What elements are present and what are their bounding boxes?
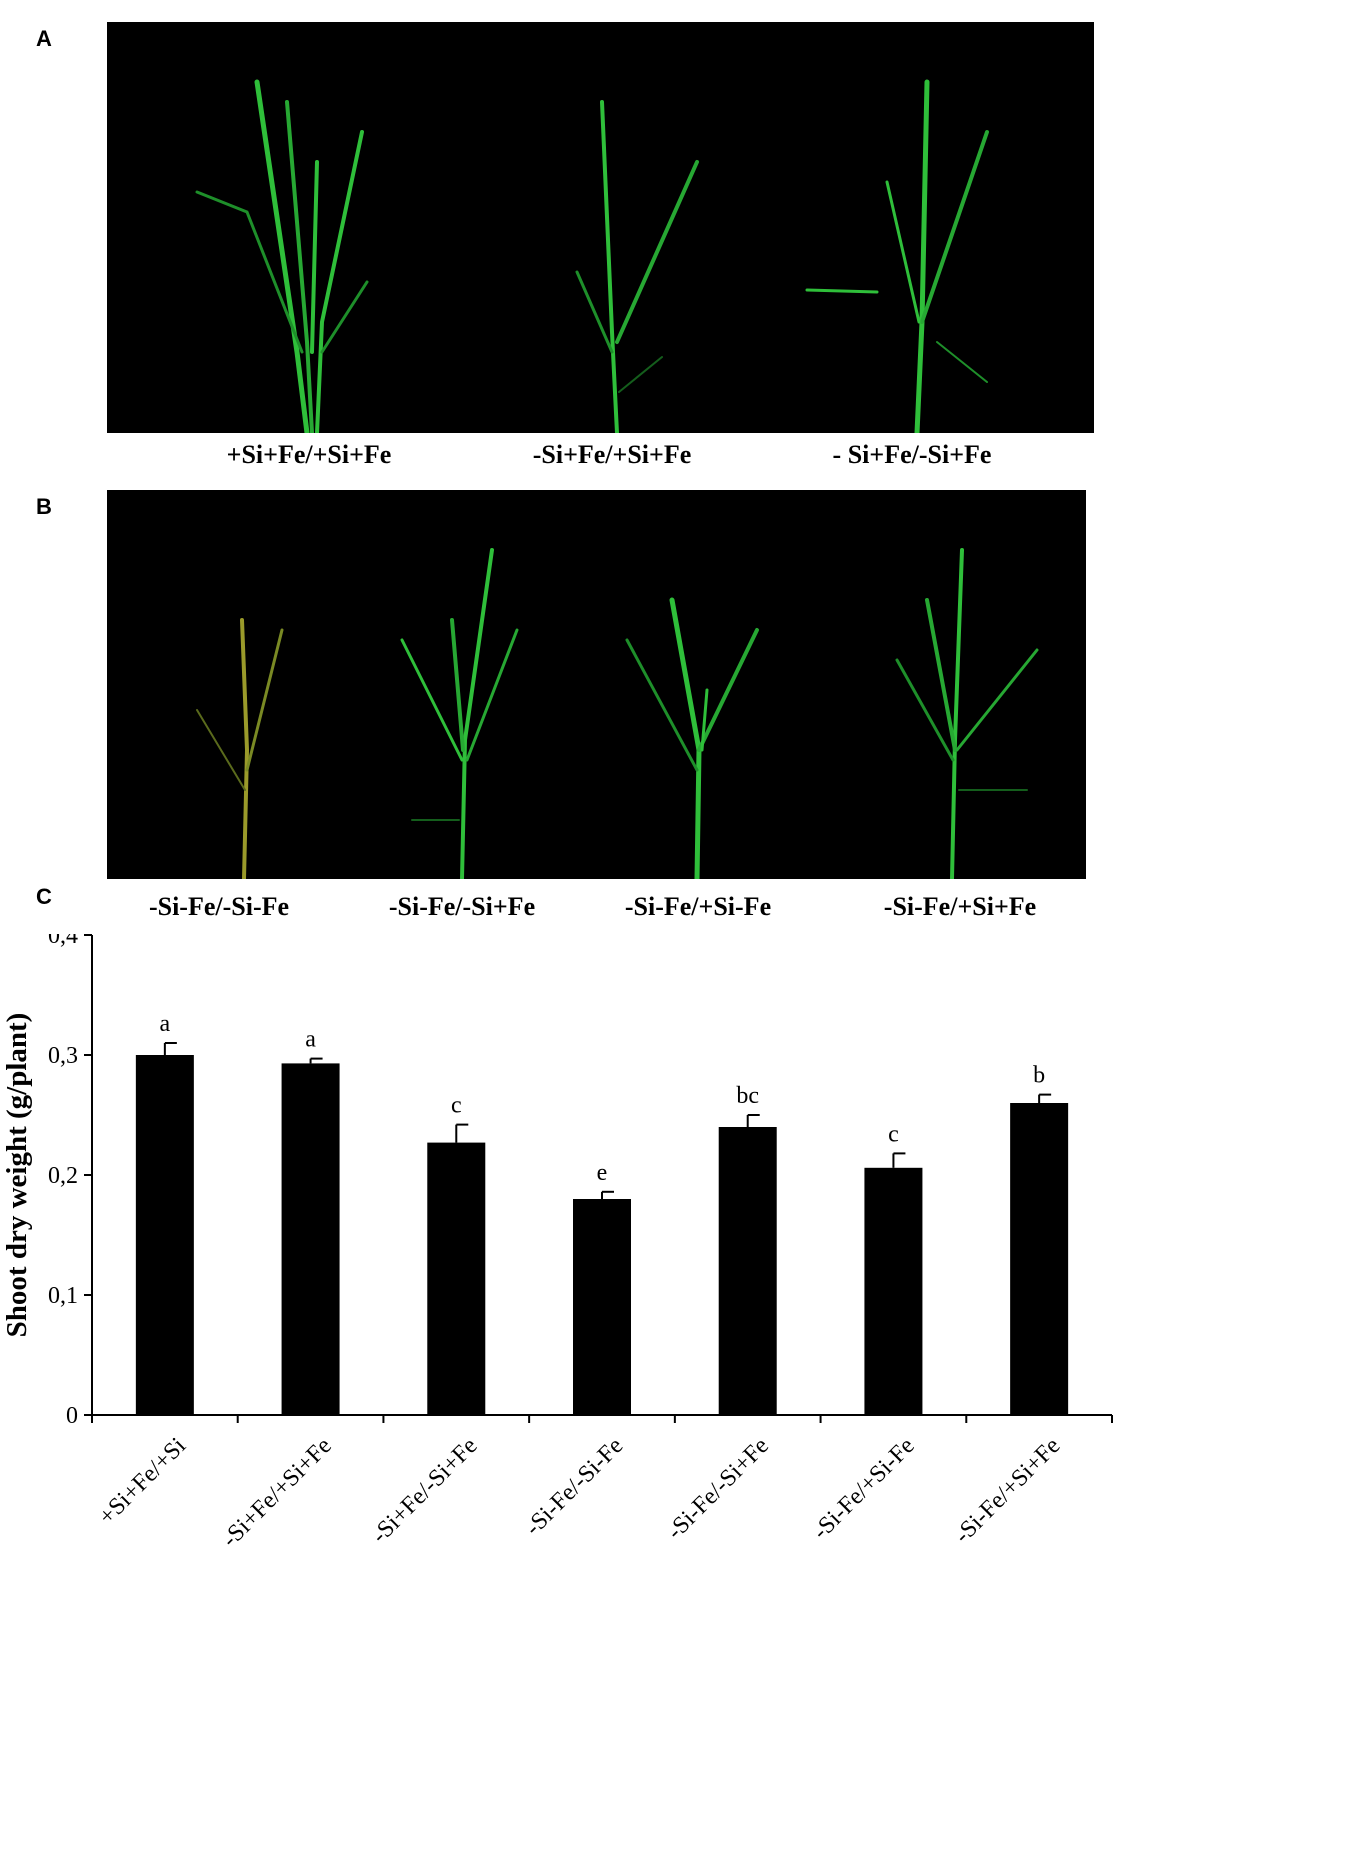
x-tick-label: -Si-Fe/+Si+Fe <box>950 1433 1066 1549</box>
plant-photo-a-image <box>195 79 989 433</box>
photo-b-label-3: -Si-Fe/+Si-Fe <box>624 892 772 921</box>
x-tick-label: -Si-Fe/-Si+Fe <box>662 1433 774 1545</box>
bar <box>864 1167 923 1415</box>
bar <box>135 1055 194 1415</box>
y-tick-label: 0,1 <box>48 1283 78 1309</box>
photo-a-label-1: +Si+Fe/+Si+Fe <box>226 440 392 469</box>
photo-b-label-1: -Si-Fe/-Si-Fe <box>148 892 290 921</box>
significance-letter: c <box>888 1121 899 1147</box>
significance-letter: bc <box>736 1083 759 1109</box>
significance-letter: c <box>451 1093 462 1119</box>
photo-b-label-4: -Si-Fe/+Si+Fe <box>883 892 1037 921</box>
y-tick-label: 0 <box>66 1403 78 1429</box>
y-tick-label: 0,3 <box>48 1043 78 1069</box>
bar <box>1010 1103 1069 1415</box>
panel-letter-a: A <box>36 26 52 51</box>
plant-photo-b-image <box>196 548 1039 879</box>
plant-photo-a <box>107 22 1094 433</box>
bar <box>718 1127 777 1415</box>
photo-a-label-3: - Si+Fe/-Si+Fe <box>832 440 992 469</box>
y-tick-label: 0,2 <box>48 1163 78 1189</box>
y-tick-label: 0,4 <box>48 934 78 949</box>
x-tick-label: -Si-Fe/-Si-Fe <box>520 1433 628 1541</box>
bar <box>281 1063 340 1415</box>
x-tick-label: -Si-Fe/+Si-Fe <box>808 1433 920 1545</box>
bar <box>573 1199 631 1415</box>
panel-letter-b: B <box>36 494 52 519</box>
photo-b-label-2: -Si-Fe/-Si+Fe <box>388 892 536 921</box>
bar-chart: 0 0,1 0,2 0,3 0,4 Shoot dry weight (g/plant) a… <box>1 934 1113 1553</box>
significance-letter: b <box>1033 1063 1045 1089</box>
y-axis-label: Shoot dry weight (g/plant) <box>1 1013 33 1338</box>
photo-a-label-2: -Si+Fe/+Si+Fe <box>532 440 692 469</box>
plant-photo-b <box>107 490 1086 879</box>
x-tick-label: +Si+Fe/+Si <box>94 1433 191 1530</box>
x-tick-label: -Si+Fe/-Si+Fe <box>367 1433 483 1549</box>
significance-letter: a <box>160 1011 171 1037</box>
x-tick-label: -Si+Fe/+Si+Fe <box>217 1433 337 1553</box>
significance-letter: e <box>597 1160 608 1186</box>
bar <box>427 1142 486 1415</box>
significance-letter: a <box>305 1027 316 1053</box>
panel-letter-c: C <box>36 884 52 909</box>
